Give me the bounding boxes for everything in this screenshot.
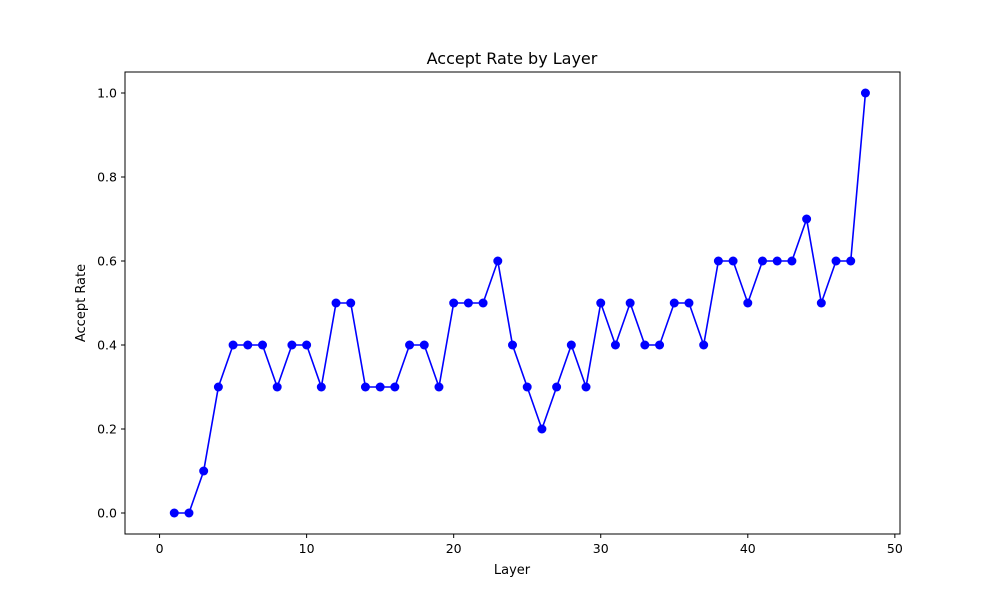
x-tick-label: 20 — [446, 541, 462, 556]
data-point — [816, 298, 826, 308]
y-tick-label: 1.0 — [97, 86, 117, 101]
data-point — [228, 340, 238, 350]
data-point — [699, 340, 709, 350]
data-point — [199, 466, 209, 476]
data-point — [655, 340, 665, 350]
data-point — [419, 340, 429, 350]
data-point — [802, 214, 812, 224]
data-point — [743, 298, 753, 308]
x-tick-label: 10 — [299, 541, 315, 556]
data-point — [213, 382, 223, 392]
data-point — [758, 256, 767, 266]
series-layer — [169, 88, 870, 518]
data-point — [713, 256, 723, 266]
data-point — [831, 256, 841, 266]
data-point — [552, 382, 562, 392]
data-point — [346, 298, 356, 308]
data-point — [640, 340, 650, 350]
x-axis-label: Layer — [494, 563, 531, 578]
data-point — [728, 256, 738, 266]
data-point — [331, 298, 341, 308]
plot-area: 0 10 20 30 40 50 0.0 0.2 0.4 0.6 0.8 1.0 — [97, 71, 903, 557]
data-point — [243, 340, 253, 350]
data-point — [463, 298, 473, 308]
x-tick-label: 50 — [887, 541, 903, 556]
y-tick-label: 0.8 — [97, 170, 117, 185]
data-point — [669, 298, 679, 308]
data-point — [610, 340, 620, 350]
y-axis-label: Accept Rate — [74, 264, 89, 342]
x-tick-label: 30 — [593, 541, 609, 556]
data-point — [434, 382, 444, 392]
chart-title: Accept Rate by Layer — [427, 49, 598, 68]
data-point — [390, 382, 400, 392]
data-point — [169, 508, 179, 518]
y-tick-label: 0.4 — [97, 338, 117, 353]
y-tick-label: 0.6 — [97, 254, 117, 269]
data-point — [522, 382, 532, 392]
data-point — [625, 298, 635, 308]
data-point — [405, 340, 415, 350]
data-point — [508, 340, 517, 350]
data-point — [772, 256, 782, 266]
data-point — [316, 382, 326, 392]
data-point — [360, 382, 370, 392]
x-tick-label: 0 — [156, 541, 164, 556]
data-point — [287, 340, 297, 350]
data-point — [684, 298, 694, 308]
data-point — [272, 382, 282, 392]
data-point — [846, 256, 856, 266]
data-point — [596, 298, 606, 308]
data-point — [302, 340, 312, 350]
data-point — [787, 256, 797, 266]
data-point — [478, 298, 488, 308]
data-point — [566, 340, 576, 350]
data-point — [449, 298, 459, 308]
y-tick-label: 0.0 — [97, 506, 117, 521]
data-point — [184, 508, 194, 518]
data-point — [537, 424, 547, 434]
x-tick-label: 40 — [740, 541, 756, 556]
axis-ticks: 0 10 20 30 40 50 0.0 0.2 0.4 0.6 0.8 1.0 — [97, 86, 903, 557]
data-point — [493, 256, 503, 266]
data-point — [581, 382, 591, 392]
series-line — [174, 92, 867, 514]
plot-frame — [124, 71, 901, 535]
y-tick-label: 0.2 — [97, 422, 117, 437]
data-point — [860, 88, 870, 98]
data-point — [258, 340, 267, 350]
data-point — [375, 382, 385, 392]
